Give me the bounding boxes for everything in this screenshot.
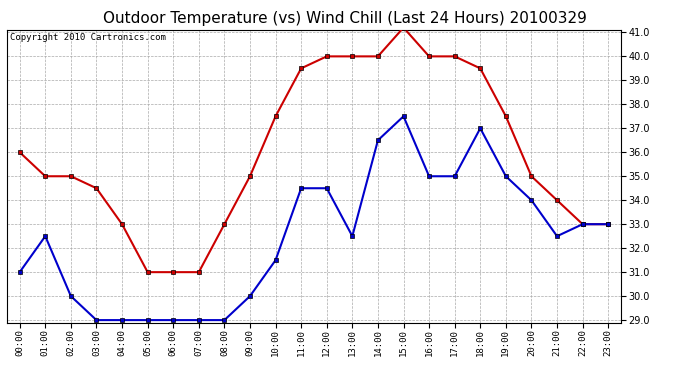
Text: Outdoor Temperature (vs) Wind Chill (Last 24 Hours) 20100329: Outdoor Temperature (vs) Wind Chill (Las… bbox=[103, 11, 587, 26]
Text: Copyright 2010 Cartronics.com: Copyright 2010 Cartronics.com bbox=[10, 33, 166, 42]
